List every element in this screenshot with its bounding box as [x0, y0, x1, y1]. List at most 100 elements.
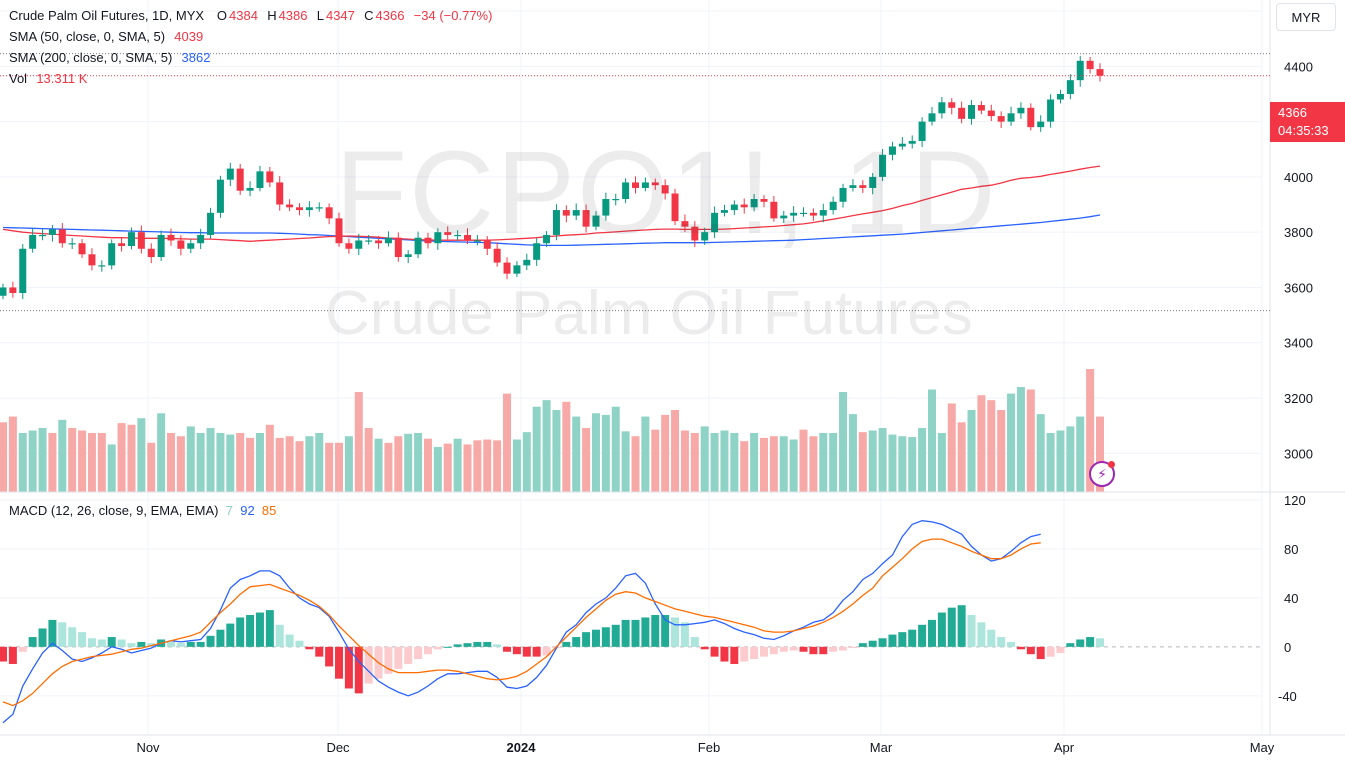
volume-bar [621, 431, 630, 492]
macd-histogram-bar [1086, 637, 1095, 647]
candle-body [908, 140, 916, 144]
candle-body [918, 121, 926, 141]
macd-histogram-bar [344, 646, 353, 689]
macd-histogram-bar [868, 640, 877, 647]
macd-tick-label: -40 [1278, 689, 1297, 704]
macd-histogram-bar [967, 615, 976, 647]
candle-body [819, 210, 827, 216]
volume-bar [384, 442, 393, 492]
macd-tick-label: 40 [1284, 591, 1298, 606]
candle-body [108, 243, 116, 266]
candle-body [167, 234, 175, 241]
macd-legend[interactable]: MACD (12, 26, close, 9, EMA, EMA) 7 92 8… [9, 501, 276, 521]
macd-histogram-bar [1056, 646, 1065, 653]
candle-body [216, 179, 224, 213]
macd-histogram-bar [167, 641, 176, 647]
sma200-legend[interactable]: SMA (200, close, 0, SMA, 5) 3862 [9, 48, 212, 68]
macd-histogram-bar [977, 622, 986, 647]
volume-legend[interactable]: Vol 13.311 K [9, 69, 89, 89]
price-tick-label: 4400 [1284, 59, 1313, 74]
volume-bar [443, 443, 452, 492]
volume-bar [473, 440, 482, 492]
macd-histogram-bar [532, 646, 541, 657]
candle-body [582, 210, 590, 227]
macd-histogram-bar [750, 646, 759, 660]
volume-bar [364, 428, 373, 492]
macd-histogram-bar [957, 605, 966, 647]
close-label: C [364, 8, 374, 23]
macd-histogram-bar [453, 644, 462, 647]
volume-bar [888, 434, 897, 492]
macd-histogram-bar [611, 624, 620, 647]
macd-histogram-bar [206, 635, 215, 647]
candle-body [315, 207, 323, 209]
macd-histogram-bar [58, 622, 67, 647]
volume-bar [127, 424, 136, 492]
volume-bar [799, 429, 808, 492]
macd-histogram-bar [1076, 639, 1085, 647]
candle-body [968, 105, 976, 119]
macd-label: MACD (12, 26, close, 9, EMA, EMA) [9, 503, 219, 518]
macd-tick-label: 120 [1284, 493, 1306, 508]
sma200-label: SMA (200, close, 0, SMA, 5) [9, 50, 173, 65]
volume-bar [8, 416, 17, 492]
volume-bar [265, 424, 274, 492]
candle-body [780, 215, 788, 219]
volume-bar [829, 432, 838, 492]
macd-histogram-bar [720, 646, 729, 662]
candle-body [88, 254, 96, 266]
volume-bar [246, 437, 255, 492]
candle-body [543, 234, 551, 244]
volume-bar [325, 442, 334, 492]
macd-histogram-bar [759, 646, 768, 657]
candle-body [760, 199, 768, 202]
candle-body [513, 265, 521, 274]
volume-bar [414, 432, 423, 492]
volume-bar [759, 437, 768, 492]
macd-histogram-bar [947, 607, 956, 647]
volume-bar [967, 410, 976, 492]
lightning-icon[interactable]: ⚡ [1089, 461, 1115, 487]
candle-body [602, 199, 610, 216]
volume-bar [1066, 426, 1075, 492]
macd-histogram-bar [236, 617, 245, 647]
candle-body [1056, 93, 1064, 100]
volume-bar [97, 432, 106, 492]
candle-body [809, 212, 817, 216]
macd-value: 92 [240, 503, 255, 518]
volume-bar [937, 432, 946, 492]
macd-histogram-bar [740, 646, 749, 662]
macd-histogram-bar [0, 646, 7, 662]
volume-bar [255, 432, 264, 492]
macd-histogram-bar [671, 617, 680, 647]
macd-histogram-bar [433, 646, 442, 650]
macd-histogram-bar [285, 634, 294, 647]
volume-bar [1076, 416, 1085, 492]
candle-body [394, 237, 402, 258]
macd-histogram-bar [769, 646, 778, 655]
candle-body [829, 201, 837, 211]
candle-body [898, 143, 906, 147]
currency-button[interactable]: MYR [1276, 3, 1336, 31]
candle-body [305, 207, 313, 211]
candle-body [98, 265, 106, 267]
macd-histogram-bar [898, 632, 907, 647]
candle-body [207, 212, 215, 235]
volume-bar [374, 438, 383, 492]
volume-bar [167, 432, 176, 492]
macd-histogram-bar [354, 646, 363, 694]
macd-histogram-bar [364, 646, 373, 684]
volume-bar [987, 400, 996, 492]
price-tick-label: 3200 [1284, 391, 1313, 406]
symbol-line[interactable]: Crude Palm Oil Futures, 1D, MYX [9, 8, 205, 23]
candle-body [483, 240, 491, 249]
macd-histogram-bar [512, 646, 521, 655]
macd-histogram-bar [1096, 638, 1104, 647]
candle-body [266, 171, 274, 183]
volume-bar [918, 428, 927, 492]
candle-body [276, 182, 284, 205]
macd-histogram-bar [216, 629, 225, 647]
macd-histogram-bar [305, 646, 314, 650]
sma50-legend[interactable]: SMA (50, close, 0, SMA, 5) 4039 [9, 27, 205, 47]
